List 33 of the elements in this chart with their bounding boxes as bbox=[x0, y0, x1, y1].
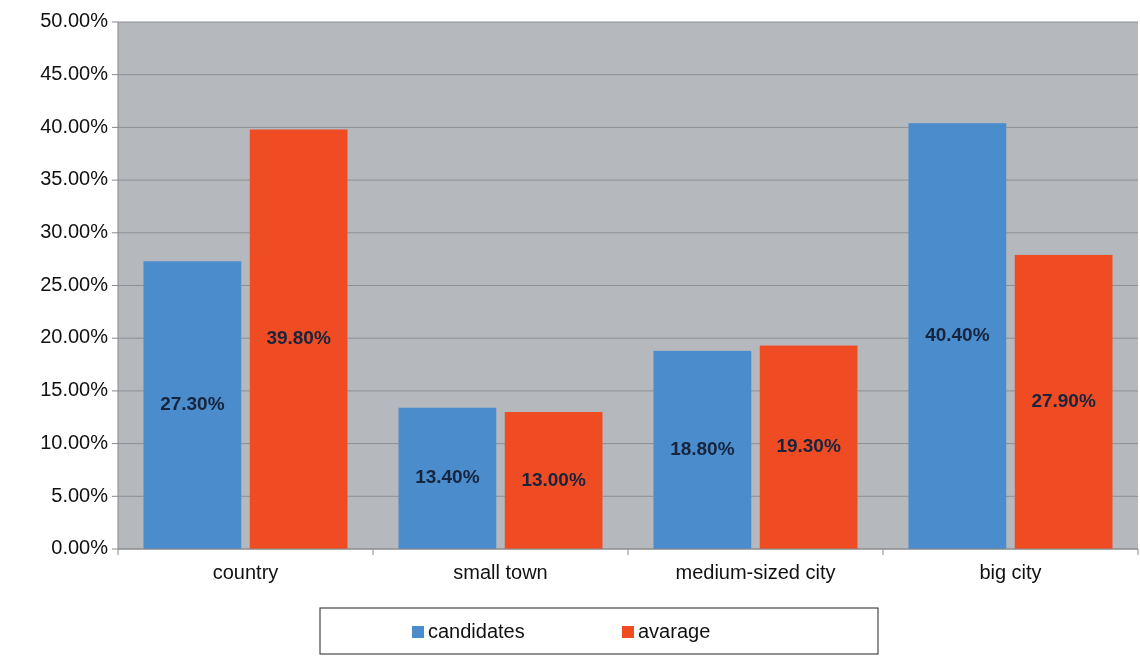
data-label: 18.80% bbox=[670, 437, 735, 459]
y-tick-label: 40.00% bbox=[40, 114, 109, 137]
y-tick-label: 50.00% bbox=[40, 9, 109, 32]
bar bbox=[653, 350, 752, 549]
y-tick-label: 15.00% bbox=[40, 378, 109, 401]
y-tick-label: 35.00% bbox=[40, 167, 109, 190]
y-tick-label: 10.00% bbox=[40, 430, 109, 453]
x-tick-label: small town bbox=[453, 561, 548, 583]
y-tick-label: 45.00% bbox=[40, 61, 109, 84]
data-label: 39.80% bbox=[266, 327, 331, 349]
x-tick-label: big city bbox=[979, 561, 1042, 583]
bar bbox=[504, 411, 603, 549]
data-label: 27.90% bbox=[1031, 389, 1096, 411]
y-tick-label: 20.00% bbox=[40, 325, 109, 348]
bar bbox=[249, 129, 348, 549]
bar bbox=[143, 261, 242, 549]
legend-label: candidates bbox=[428, 620, 525, 643]
y-tick-label: 25.00% bbox=[40, 272, 109, 295]
x-tick-label: country bbox=[212, 561, 279, 583]
bar bbox=[759, 345, 858, 549]
bar bbox=[398, 407, 497, 549]
data-label: 13.40% bbox=[415, 466, 480, 488]
y-tick-label: 30.00% bbox=[40, 220, 109, 243]
data-label: 27.30% bbox=[160, 393, 225, 415]
x-tick-label: medium-sized city bbox=[675, 561, 836, 583]
legend-label: avarage bbox=[638, 620, 711, 643]
data-label: 19.30% bbox=[776, 435, 841, 457]
bar bbox=[1014, 254, 1113, 549]
bar bbox=[908, 123, 1007, 549]
y-tick-label: 0.00% bbox=[51, 536, 109, 559]
data-label: 40.40% bbox=[925, 324, 990, 346]
y-tick-label: 5.00% bbox=[51, 483, 109, 506]
data-label: 13.00% bbox=[521, 468, 586, 490]
